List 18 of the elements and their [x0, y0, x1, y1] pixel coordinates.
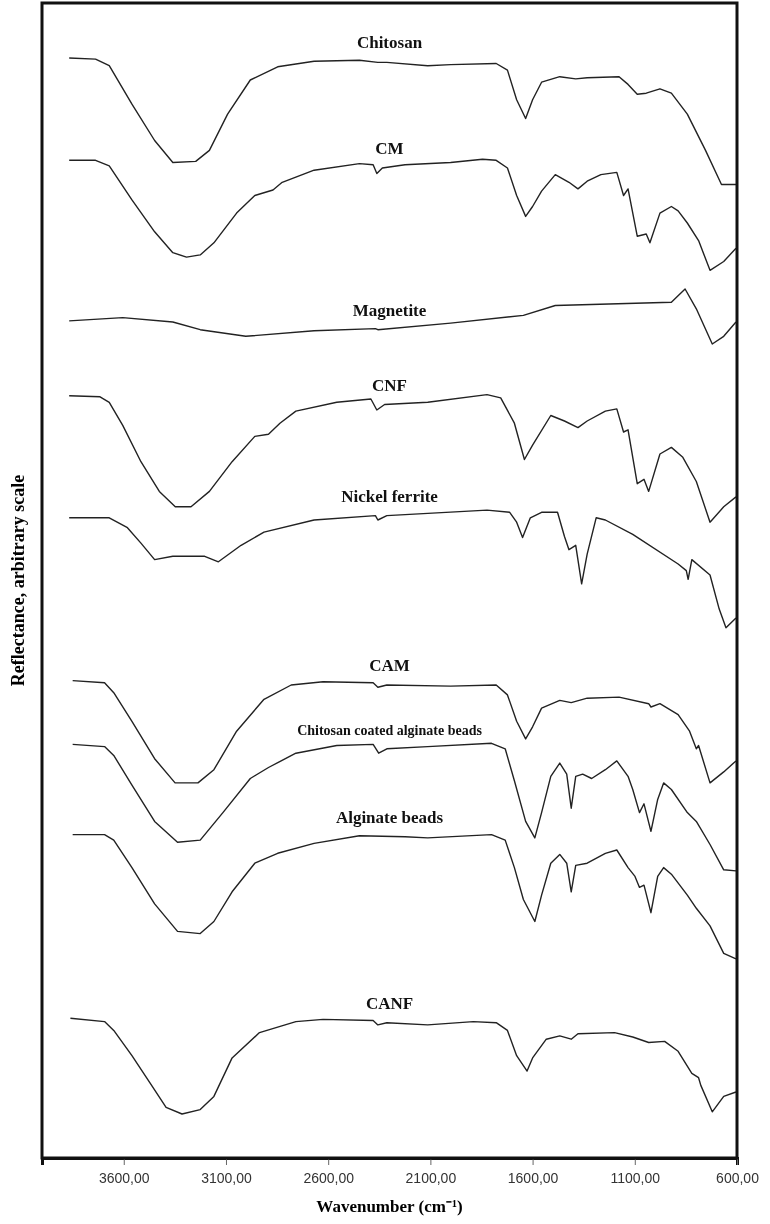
- series-label: Nickel ferrite: [341, 486, 439, 506]
- series-label: CANF: [365, 993, 414, 1013]
- series-label: Alginate beads: [335, 807, 444, 827]
- series-label: Magnetite: [352, 300, 427, 320]
- x-tick-label: 2100,00: [405, 1170, 457, 1187]
- series-label: CM: [375, 139, 404, 158]
- series-label: CAM: [369, 656, 410, 675]
- series-label: CNF: [372, 375, 407, 395]
- x-tick-label: 3600,00: [98, 1170, 150, 1187]
- x-axis-title: Wavenumber (cm⁻¹): [316, 1197, 463, 1216]
- x-tick-label: 600,00: [716, 1170, 760, 1187]
- y-axis-title: Reflectance, arbitrary scale: [8, 474, 28, 687]
- series-label: Chitosan coated alginate beads: [297, 722, 483, 738]
- x-tick-label: 1100,00: [610, 1170, 661, 1187]
- series-label: Chitosan: [356, 33, 423, 53]
- x-tick-label: 3100,00: [201, 1170, 252, 1187]
- x-tick-label: 1600,00: [507, 1170, 559, 1187]
- x-tick-label: 2600,00: [303, 1170, 355, 1187]
